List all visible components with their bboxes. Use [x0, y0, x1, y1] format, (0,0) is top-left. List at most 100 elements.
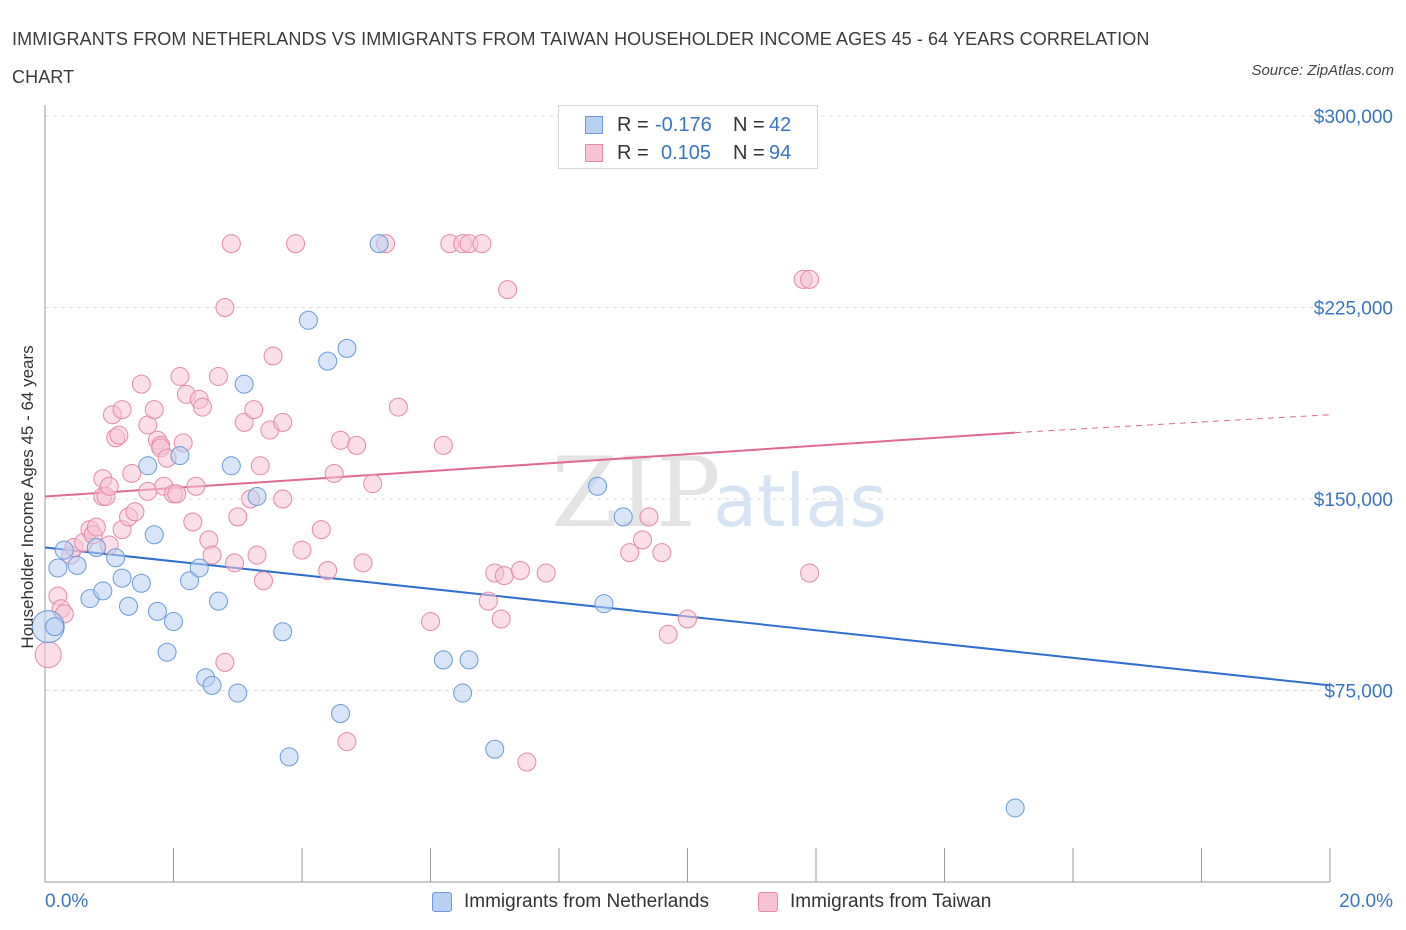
- taiwan-point: [263, 346, 283, 366]
- netherlands-point: [93, 581, 113, 601]
- netherlands-point: [208, 591, 228, 611]
- y-tick-label: $225,000: [1314, 299, 1393, 320]
- legend-n-value: 42: [769, 113, 792, 136]
- y-tick-label: $150,000: [1314, 490, 1393, 511]
- taiwan-point: [131, 374, 151, 394]
- netherlands-point: [119, 596, 139, 616]
- netherlands-point: [170, 446, 190, 466]
- netherlands-point: [234, 374, 254, 394]
- watermark-zip: ZIP: [551, 437, 720, 549]
- netherlands-point: [112, 568, 132, 588]
- netherlands-point: [279, 747, 299, 767]
- taiwan-point: [273, 412, 293, 432]
- legend-swatch-taiwan: [585, 144, 603, 162]
- netherlands-point: [147, 601, 167, 621]
- y-axis-label: Householder Income Ages 45 - 64 years: [18, 345, 37, 649]
- chart-title: IMMIGRANTS FROM NETHERLANDS VS IMMIGRANT…: [12, 29, 1150, 87]
- netherlands-point: [337, 338, 357, 358]
- netherlands-point: [54, 540, 74, 560]
- taiwan-point: [433, 435, 453, 455]
- netherlands-point: [594, 594, 614, 614]
- taiwan-point: [273, 489, 293, 509]
- taiwan-point: [170, 366, 190, 386]
- taiwan-point: [34, 641, 62, 669]
- bottom-legend-swatch-netherlands: [432, 892, 452, 912]
- taiwan-point: [318, 560, 338, 580]
- taiwan-point: [225, 553, 245, 573]
- taiwan-point: [244, 400, 264, 420]
- bottom-legend-netherlands: Immigrants from Netherlands: [432, 889, 709, 915]
- taiwan-point: [800, 563, 820, 583]
- taiwan-point: [253, 571, 273, 591]
- correlation-legend: R = -0.176 N = 42 R = 0.105 N = 94: [558, 105, 818, 169]
- taiwan-point: [86, 517, 106, 537]
- taiwan-point: [478, 591, 498, 611]
- taiwan-point: [183, 512, 203, 532]
- taiwan-point: [421, 612, 440, 632]
- taiwan-point: [138, 481, 158, 501]
- taiwan-point: [678, 609, 697, 629]
- taiwan-point: [324, 463, 344, 483]
- taiwan-point: [517, 752, 537, 772]
- netherlands-point: [164, 612, 183, 632]
- taiwan-point: [331, 430, 351, 450]
- taiwan-point: [199, 530, 219, 550]
- netherlands-point: [433, 650, 453, 670]
- taiwan-point: [620, 543, 640, 563]
- netherlands-point: [106, 548, 126, 568]
- taiwan-point: [472, 234, 492, 254]
- netherlands-point: [247, 486, 267, 506]
- netherlands-point: [318, 351, 338, 371]
- taiwan-point: [221, 234, 241, 254]
- netherlands-point: [331, 703, 351, 723]
- legend-row-taiwan: R = 0.105 N = 94: [585, 139, 791, 167]
- netherlands-point: [369, 234, 389, 254]
- x-tick-label: 20.0%: [1339, 891, 1393, 912]
- taiwan-point: [363, 474, 383, 494]
- taiwan-point: [215, 652, 235, 672]
- taiwan-point: [388, 397, 408, 417]
- netherlands-point: [189, 558, 209, 578]
- source-label: Source: ZipAtlas.com: [1251, 62, 1394, 79]
- netherlands-point: [453, 683, 473, 703]
- taiwan-point: [167, 484, 187, 504]
- legend-r-value: 0.105: [661, 141, 712, 164]
- axes: [44, 105, 1331, 883]
- legend-swatch-netherlands: [585, 116, 603, 134]
- taiwan-point: [536, 563, 556, 583]
- taiwan-point: [228, 507, 248, 527]
- netherlands-point: [157, 642, 177, 662]
- taiwan-point: [491, 609, 511, 629]
- legend-r-value: -0.176: [655, 113, 712, 136]
- taiwan-point: [202, 545, 222, 565]
- x-tick-label: 0.0%: [45, 891, 88, 912]
- taiwan-point: [337, 732, 357, 752]
- taiwan-point: [658, 624, 678, 644]
- taiwan-point: [494, 566, 514, 586]
- bottom-legend-label-taiwan: Immigrants from Taiwan: [790, 891, 992, 912]
- legend-n-label: N =: [733, 141, 765, 164]
- netherlands-point: [1005, 798, 1025, 818]
- taiwan-point: [192, 397, 212, 417]
- bottom-legend-swatch-taiwan: [758, 892, 778, 912]
- netherlands-point: [45, 617, 65, 637]
- taiwan-point: [510, 560, 530, 580]
- taiwan-point: [311, 520, 331, 540]
- legend-r-label: R =: [617, 113, 649, 136]
- taiwan-point: [652, 543, 672, 563]
- taiwan-point: [633, 530, 653, 550]
- taiwan-point: [215, 298, 235, 317]
- netherlands-point: [221, 456, 241, 476]
- taiwan-point: [639, 507, 659, 527]
- netherlands-points: [31, 234, 1025, 818]
- netherlands-point: [180, 571, 200, 591]
- netherlands-point: [48, 558, 68, 578]
- legend-n-label: N =: [733, 113, 765, 136]
- taiwan-point: [109, 425, 129, 445]
- legend-n-value: 94: [769, 141, 792, 164]
- taiwan-point: [286, 234, 306, 254]
- taiwan-point: [800, 269, 820, 289]
- legend-r-label: R =: [617, 141, 649, 164]
